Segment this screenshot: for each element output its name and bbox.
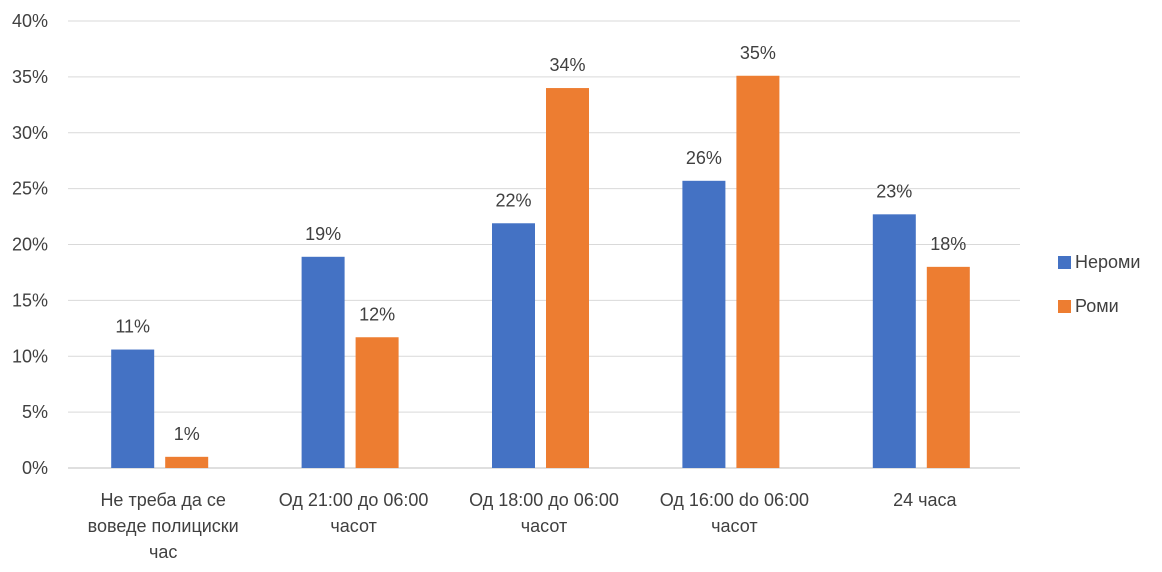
- x-tick-label: Не треба да се воведе полициски час: [88, 490, 239, 562]
- y-tick-label: 30%: [12, 123, 48, 143]
- bar-neromi: [872, 214, 916, 468]
- data-label: 26%: [686, 148, 722, 168]
- data-label: 22%: [495, 190, 531, 210]
- y-tick-label: 5%: [22, 402, 48, 422]
- y-tick-label: 10%: [12, 346, 48, 366]
- bar-neromi: [301, 256, 345, 468]
- y-axis-ticks: 0% 5% 10% 15% 20% 25% 30% 35% 40%: [12, 11, 48, 478]
- bar-neromi: [682, 180, 726, 469]
- bar-romi: [546, 88, 589, 469]
- y-tick-label: 35%: [12, 67, 48, 87]
- x-tick-label-line: часот: [711, 516, 757, 536]
- data-label: 19%: [305, 224, 341, 244]
- legend-label: Роми: [1075, 296, 1119, 316]
- y-tick-label: 40%: [12, 11, 48, 31]
- data-label: 1%: [174, 424, 200, 444]
- x-tick-label: Од 18:00 до 06:00 часот: [469, 490, 619, 536]
- x-tick-label-line: Од 18:00 до 06:00: [469, 490, 619, 510]
- legend-label: Нероми: [1075, 252, 1140, 272]
- x-tick-label-line: Од 16:00 do 06:00: [660, 490, 809, 510]
- x-axis-ticks: Не треба да се воведе полициски час Од 21:0…: [88, 490, 958, 562]
- y-tick-label: 15%: [12, 290, 48, 310]
- y-tick-label: 0%: [22, 458, 48, 478]
- bar-romi: [736, 75, 780, 468]
- bar-romi: [355, 337, 399, 468]
- legend-swatch: [1058, 256, 1071, 269]
- x-tick-label-line: воведе полициски: [88, 516, 239, 536]
- bar-romi: [165, 456, 209, 468]
- bar-neromi: [111, 349, 155, 468]
- x-tick-label-line: час: [149, 542, 177, 562]
- x-tick-label-line: часот: [521, 516, 567, 536]
- y-tick-label: 20%: [12, 235, 48, 255]
- x-tick-label: Од 16:00 do 06:00 часот: [660, 490, 809, 536]
- data-label: 34%: [549, 55, 585, 75]
- x-tick-label-line: Од 21:00 до 06:00: [279, 490, 429, 510]
- data-label: 18%: [930, 234, 966, 254]
- bar-neromi: [492, 223, 535, 468]
- data-label: 35%: [740, 43, 776, 63]
- x-tick-label-line: 24 часа: [893, 490, 957, 510]
- bars: [111, 75, 970, 469]
- data-label: 11%: [115, 317, 150, 337]
- x-tick-label-line: Не треба да се: [100, 490, 226, 510]
- x-tick-label-line: часот: [330, 516, 376, 536]
- data-label: 12%: [359, 304, 395, 324]
- data-labels: 11% 1% 19% 12% 22% 34% 26% 35% 23% 18%: [115, 43, 966, 444]
- data-label: 23%: [876, 181, 912, 201]
- x-tick-label: 24 часа: [893, 490, 957, 510]
- x-tick-label: Од 21:00 до 06:00 часот: [279, 490, 429, 536]
- grid-lines: [68, 20, 1020, 469]
- legend: Нероми Роми: [1058, 252, 1140, 316]
- bar-romi: [926, 266, 970, 468]
- y-tick-label: 25%: [12, 179, 48, 199]
- legend-swatch: [1058, 300, 1071, 313]
